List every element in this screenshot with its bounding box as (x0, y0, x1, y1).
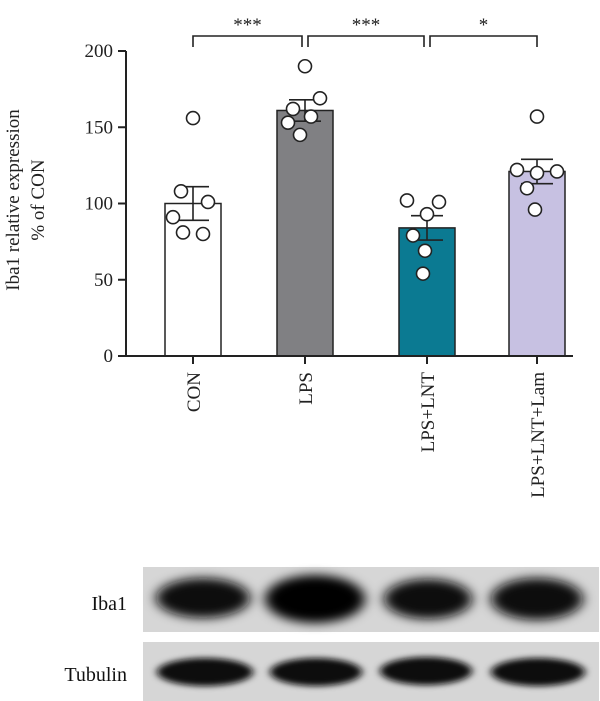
y-tick-label-100: 100 (85, 194, 114, 215)
data-point (509, 162, 525, 178)
data-point (303, 109, 319, 124)
data-point (431, 194, 447, 210)
data-point (419, 206, 435, 222)
significance-bracket-3: * (429, 15, 538, 47)
x-tick-label-lps: LPS (296, 372, 317, 405)
tubulin-band-lps-lnt-lam (491, 658, 585, 686)
x-tick-label-lps-lnt-lam: LPS+LNT+Lam (528, 372, 549, 498)
error-bars (177, 99, 553, 241)
data-point (297, 58, 313, 74)
tubulin-band-con (157, 658, 253, 686)
data-point (200, 194, 216, 210)
data-point (417, 243, 433, 259)
y-tick-label-200: 200 (85, 41, 114, 62)
x-tick-label-lps-lnt: LPS+LNT (418, 372, 439, 453)
significance-label-1: *** (233, 15, 262, 36)
data-point (195, 226, 211, 242)
significance-brackets: *** *** * (192, 15, 538, 47)
y-axis-title-line-2: % of CON (28, 159, 49, 241)
bar-con (164, 202, 222, 357)
data-point (527, 202, 543, 217)
tubulin-band-lps (270, 658, 362, 686)
data-point (529, 109, 545, 124)
data-points (165, 58, 565, 281)
blot-label-iba1: Iba1 (91, 593, 127, 615)
bar-lps-lnt-lam (508, 170, 566, 357)
iba1-bands (156, 575, 583, 623)
iba1-band-lps (265, 575, 365, 623)
y-tick-label-0: 0 (104, 346, 114, 367)
data-point (280, 115, 296, 130)
data-point (292, 127, 308, 143)
tubulin-band-lps-lnt (380, 657, 472, 685)
data-point (399, 193, 415, 208)
blot-label-tubulin: Tubulin (64, 664, 127, 686)
data-point (285, 101, 301, 117)
data-point (415, 266, 431, 281)
bar-lps (276, 109, 334, 357)
y-axis-title: Iba1 relative expression% of CON (3, 109, 49, 291)
data-point (173, 184, 189, 199)
significance-label-2: *** (352, 15, 381, 36)
significance-label-3: * (479, 15, 489, 36)
data-point (165, 209, 181, 225)
iba1-band-lps-lnt-lam (491, 578, 583, 620)
data-point (175, 225, 191, 240)
data-point (529, 165, 545, 181)
data-point (405, 228, 421, 243)
y-axis-title-line-1: Iba1 relative expression (3, 109, 24, 291)
iba1-band-lps-lnt (384, 579, 472, 619)
y-axis: 0 50 100 150 200 (85, 41, 127, 367)
x-tick-label-con: CON (184, 372, 205, 412)
significance-bracket-1: *** (192, 15, 303, 47)
data-point (519, 180, 535, 196)
bars (164, 109, 566, 357)
western-blot: Iba1 Tubulin (64, 567, 599, 701)
iba1-band-con (156, 578, 250, 618)
data-point (185, 110, 201, 126)
data-point (312, 90, 328, 106)
significance-bracket-2: *** (307, 15, 425, 47)
x-axis: CON LPS LPS+LNT LPS+LNT+Lam (125, 355, 573, 498)
tubulin-bands (157, 657, 585, 686)
y-tick-label-50: 50 (94, 270, 113, 291)
data-point (549, 164, 565, 179)
y-tick-label-150: 150 (85, 117, 114, 138)
